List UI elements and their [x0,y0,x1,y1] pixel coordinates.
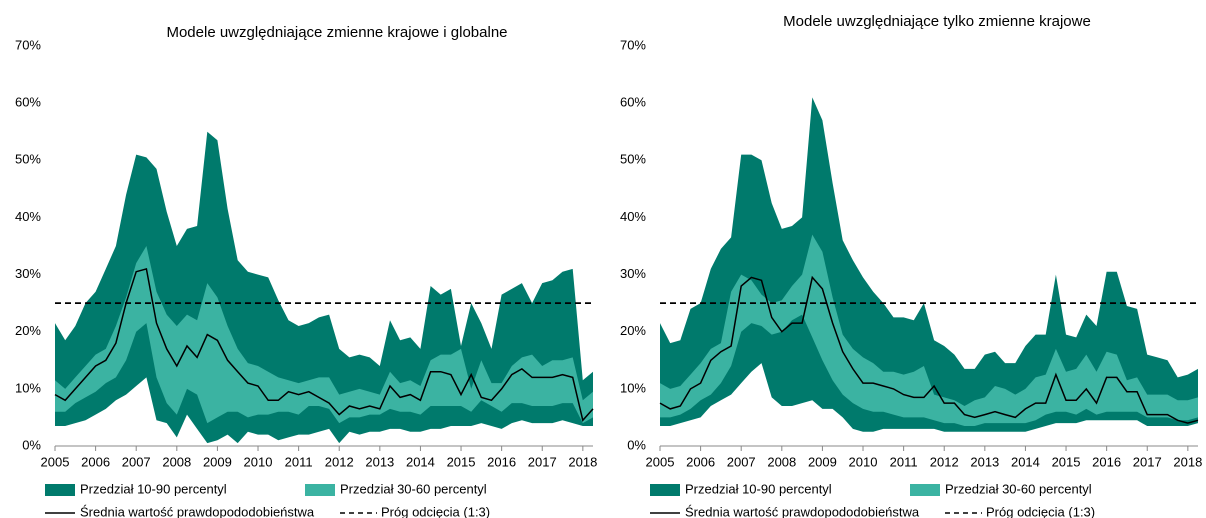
legend-label: Przedział 10-90 percentyl [80,481,227,496]
band-area [660,97,1198,432]
y-tick-label: 40% [620,209,646,224]
y-tick-label: 60% [620,95,646,110]
x-tick-label: 2009 [203,454,232,469]
x-tick-label: 2018 [1173,454,1202,469]
legend-label: Próg odcięcia (1:3) [381,504,490,518]
chart-title: Modele uwzględniające tylko zmienne kraj… [783,13,1091,30]
x-tick-label: 2010 [849,454,878,469]
y-tick-label: 30% [15,266,41,281]
x-tick-label: 2017 [1133,454,1162,469]
legend-label: Przedział 30-60 percentyl [945,481,1092,496]
y-tick-label: 50% [620,152,646,167]
x-tick-label: 2007 [122,454,151,469]
x-tick-label: 2015 [1052,454,1081,469]
chart-title: Modele uwzględniające zmienne krajowe i … [166,24,507,41]
y-tick-label: 10% [620,380,646,395]
mean-line [54,267,594,422]
x-tick-label: 2018 [568,454,597,469]
legend-label: Przedział 10-90 percentyl [685,481,832,496]
y-tick-label: 0% [627,437,646,452]
legend-swatch [45,484,75,496]
y-tick-label: 20% [15,323,41,338]
mean-line [659,275,1199,424]
y-tick-label: 70% [15,37,41,52]
y-tick-label: 40% [15,209,41,224]
x-tick-label: 2014 [1011,454,1040,469]
x-tick-label: 2011 [890,454,918,469]
band-area [55,246,593,424]
legend-swatch [910,484,940,496]
band-area [660,234,1198,426]
y-tick-label: 50% [15,152,41,167]
legend-label: Próg odcięcia (1:3) [986,504,1095,518]
panel: Modele uwzględniające tylko zmienne kraj… [620,13,1202,518]
legend-swatch [650,484,680,496]
x-tick-label: 2006 [686,454,715,469]
y-tick-label: 60% [15,95,41,110]
legend-label: Średnia wartość prawdopododobieństwa [685,504,920,518]
x-tick-label: 2011 [285,454,313,469]
x-tick-label: 2013 [970,454,999,469]
x-tick-label: 2016 [1092,454,1121,469]
x-tick-label: 2015 [447,454,476,469]
panel: Modele uwzględniające zmienne krajowe i … [15,24,597,518]
x-tick-label: 2012 [325,454,354,469]
x-tick-label: 2009 [808,454,837,469]
x-tick-label: 2017 [528,454,557,469]
y-tick-label: 0% [22,437,41,452]
legend-label: Przedział 30-60 percentyl [340,481,487,496]
x-tick-label: 2008 [767,454,796,469]
x-tick-label: 2005 [646,454,675,469]
x-tick-label: 2010 [244,454,273,469]
y-tick-label: 30% [620,266,646,281]
y-tick-label: 10% [15,380,41,395]
y-tick-label: 70% [620,37,646,52]
x-tick-label: 2005 [41,454,70,469]
x-tick-label: 2014 [406,454,435,469]
x-tick-label: 2007 [727,454,756,469]
x-tick-label: 2016 [487,454,516,469]
y-tick-label: 20% [620,323,646,338]
x-tick-label: 2008 [162,454,191,469]
x-tick-label: 2013 [365,454,394,469]
x-tick-label: 2012 [930,454,959,469]
legend-label: Średnia wartość prawdopododobieństwa [80,504,315,518]
legend-swatch [305,484,335,496]
x-tick-label: 2006 [81,454,110,469]
